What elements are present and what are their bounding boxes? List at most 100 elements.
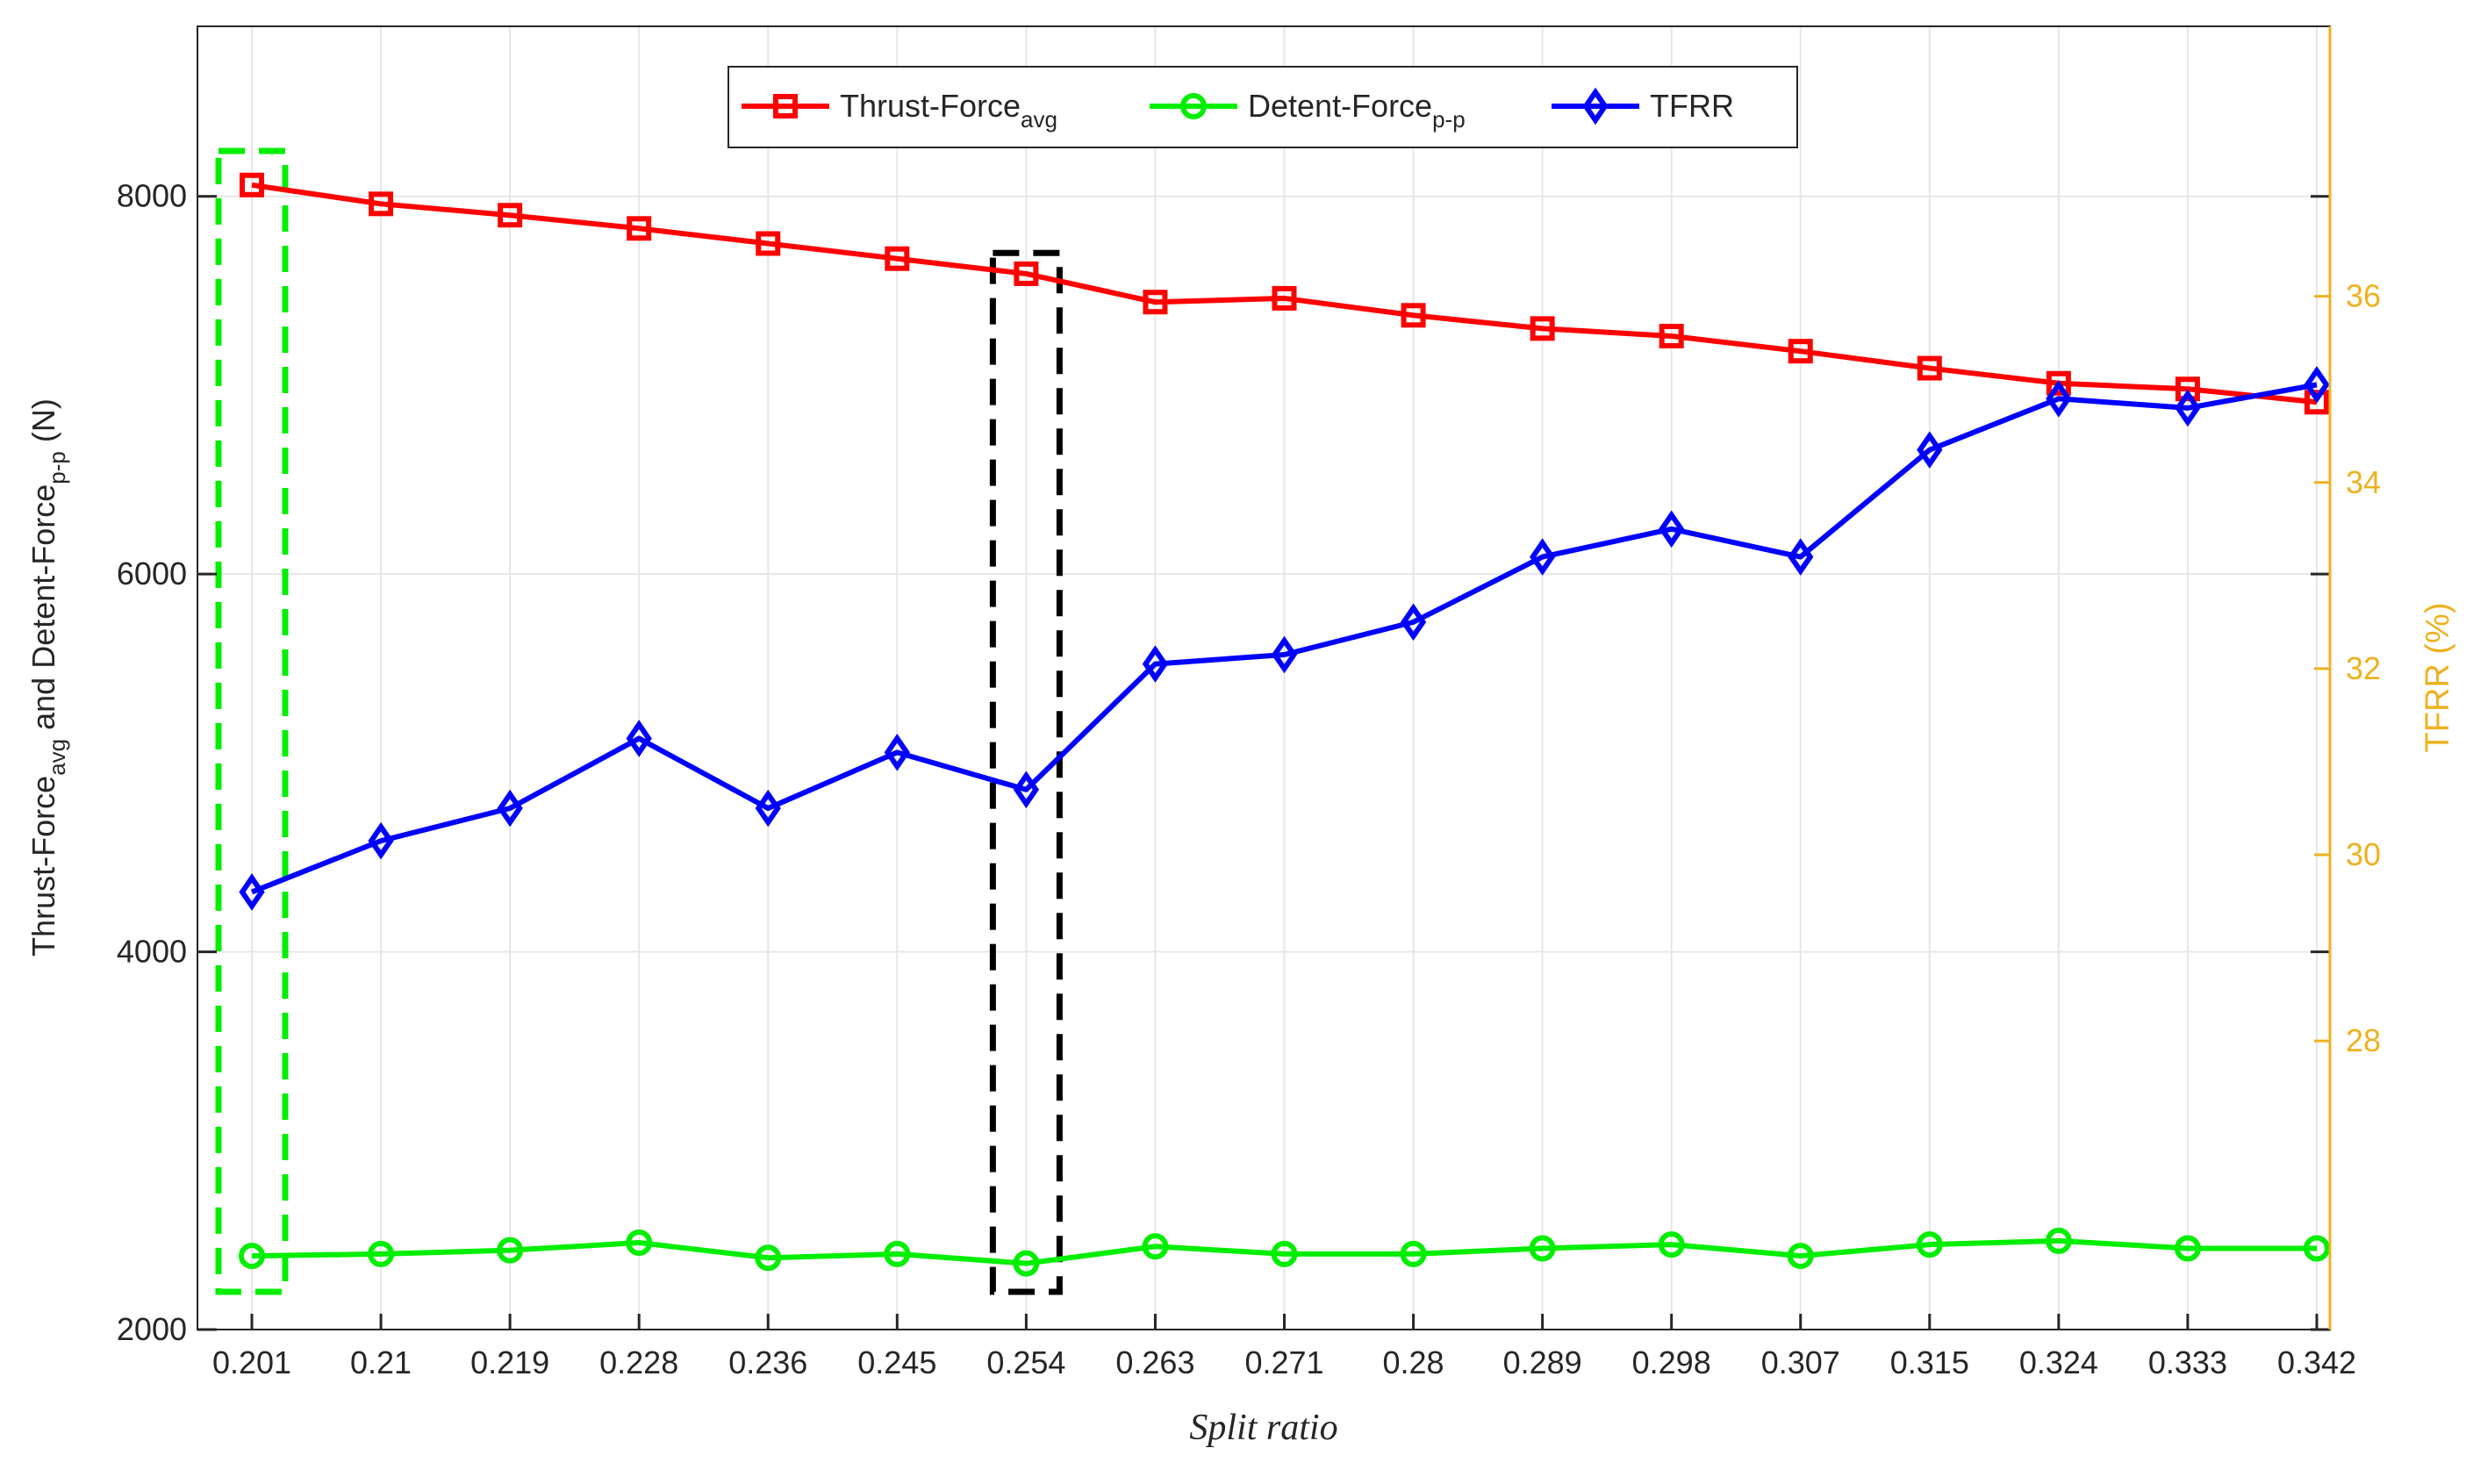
series-tfrr	[239, 366, 2330, 911]
grid	[197, 26, 2330, 1330]
legend-marker	[773, 94, 798, 118]
data-point	[626, 720, 652, 757]
data-point	[2174, 1235, 2201, 1262]
data-point	[368, 821, 394, 860]
data-point	[1788, 339, 1813, 364]
data-point	[497, 789, 523, 828]
x-tick-label: 0.219	[470, 1344, 549, 1380]
data-point	[498, 203, 523, 228]
series-detent-force	[239, 1227, 2330, 1277]
highlight-boxes	[215, 147, 1063, 1295]
highlight-box	[989, 249, 1063, 1295]
data-point	[239, 873, 265, 911]
legend-label: Thrust-Forceavg	[840, 88, 1057, 133]
data-point	[1142, 1233, 1169, 1260]
y-left-tick-label: 2000	[117, 1311, 187, 1347]
data-point	[1400, 1240, 1427, 1267]
data-point	[1658, 1231, 1685, 1258]
data-point	[1272, 285, 1297, 311]
data-point	[755, 789, 781, 828]
x-tick-label: 0.298	[1632, 1344, 1711, 1380]
data-point	[2304, 1235, 2330, 1262]
data-point	[2046, 370, 2071, 396]
data-point	[2175, 389, 2201, 427]
x-tick-label: 0.333	[2148, 1344, 2227, 1380]
x-tick-label: 0.21	[350, 1344, 412, 1380]
data-point	[1529, 538, 1556, 576]
x-tick-label: 0.289	[1503, 1344, 1582, 1380]
data-point	[2304, 390, 2329, 415]
legend-box	[728, 66, 1798, 148]
data-point	[627, 216, 652, 241]
y-axis-label-left: Thrust-Forceavg and Detent-Forcep-p (N)	[25, 398, 70, 957]
data-point	[2175, 376, 2200, 402]
data-point	[755, 1244, 782, 1272]
x-tick-label: 0.228	[599, 1344, 678, 1380]
data-point	[1014, 261, 1039, 286]
axes: 2000 4000 6000 8000 28 30 32 34 36 0.201 0.21 0.219…	[117, 26, 2381, 1380]
data-point	[497, 1237, 524, 1264]
data-point	[1271, 1240, 1298, 1267]
data-point	[1659, 510, 1685, 548]
plot-area	[197, 26, 2330, 1330]
y-left-tick-label: 8000	[117, 178, 187, 214]
legend-label: Detent-Forcep-p	[1248, 88, 1466, 133]
x-tick-label: 0.307	[1761, 1344, 1840, 1380]
data-point	[1401, 303, 1426, 328]
x-axis-label: Split ratio	[1189, 1408, 1337, 1448]
data-point	[368, 1240, 395, 1267]
series-line	[251, 1237, 2317, 1266]
data-point	[885, 246, 910, 271]
data-point	[1530, 316, 1555, 341]
y-left-tick-label: 4000	[117, 934, 187, 970]
data-point	[2045, 1227, 2072, 1254]
legend-marker	[1582, 87, 1609, 125]
data-point	[369, 191, 394, 217]
data-point	[1013, 771, 1040, 809]
y-right-tick-label: 36	[2346, 278, 2381, 314]
x-tick-label: 0.271	[1244, 1344, 1323, 1380]
data-point	[240, 172, 264, 197]
data-point	[2046, 379, 2072, 418]
x-tick-label: 0.236	[728, 1344, 807, 1380]
legend: Thrust-Forceavg Detent-Forcep-p TFRR	[728, 66, 1798, 148]
data-point	[1787, 1243, 1814, 1270]
data-point	[2304, 366, 2330, 404]
data-point	[1143, 290, 1168, 315]
data-point	[626, 1229, 653, 1256]
y-right-tick-label: 30	[2346, 836, 2381, 872]
y-right-tick-label: 28	[2346, 1022, 2381, 1058]
data-point	[1917, 355, 1942, 381]
legend-label: TFRR	[1650, 88, 1734, 124]
data-point	[1142, 645, 1169, 683]
data-point	[1916, 1231, 1943, 1258]
x-tick-label: 0.28	[1383, 1344, 1444, 1380]
data-point	[1013, 1250, 1040, 1277]
x-tick-label: 0.245	[857, 1344, 936, 1380]
x-tick-label: 0.201	[212, 1344, 291, 1380]
y-right-tick-label: 32	[2346, 650, 2381, 686]
y-axis-label-right: TFRR (%)	[2419, 603, 2456, 753]
series-thrust-force	[240, 172, 2329, 415]
data-point	[1529, 1235, 1556, 1262]
data-point	[239, 1243, 265, 1270]
legend-marker	[1180, 93, 1207, 119]
data-point	[884, 1240, 911, 1267]
x-tick-label: 0.324	[2019, 1344, 2098, 1380]
data-point	[756, 231, 781, 256]
series-layer	[239, 172, 2330, 1277]
x-tick-label: 0.315	[1890, 1344, 1969, 1380]
x-tick-label: 0.342	[2277, 1344, 2356, 1380]
x-tick-label: 0.263	[1115, 1344, 1194, 1380]
data-point	[1659, 323, 1684, 348]
data-point	[1400, 603, 1427, 642]
data-point	[1788, 538, 1814, 576]
data-point	[1271, 635, 1298, 674]
data-point	[884, 734, 910, 771]
y-left-tick-label: 6000	[117, 556, 187, 591]
data-point	[1917, 431, 1943, 469]
series-line	[251, 182, 2318, 405]
series-line	[250, 382, 2318, 895]
x-tick-label: 0.254	[986, 1344, 1065, 1380]
